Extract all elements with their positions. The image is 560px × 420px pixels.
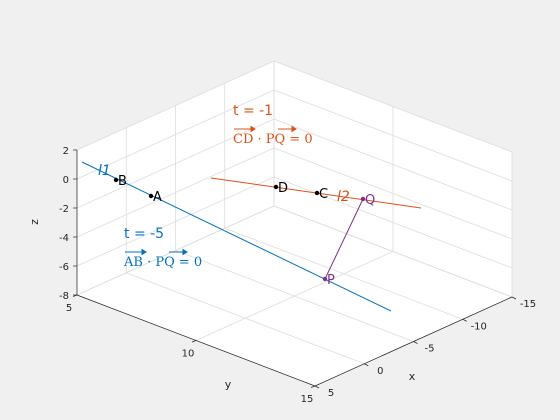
point-p-marker — [322, 276, 328, 282]
y-tick-mark — [310, 385, 316, 388]
point-d-label: D — [278, 181, 288, 196]
x-tick-mark — [314, 385, 320, 389]
vector-arrows-cd-pq — [234, 125, 297, 133]
point-c-label: C — [319, 187, 328, 202]
point-p-label: P — [327, 273, 335, 288]
x-tick-mark — [511, 296, 517, 300]
grid-z-wall-x — [273, 147, 513, 240]
grid-z-wall-x — [273, 205, 513, 298]
x-tick-mark — [462, 318, 467, 322]
grid-z-wall-y — [76, 118, 275, 209]
point-a-label: A — [153, 190, 162, 205]
point-c-marker — [314, 190, 320, 196]
line-l1-label: l1 — [98, 163, 111, 179]
z-tick-label: -8 — [59, 291, 69, 302]
point-b-marker — [113, 177, 119, 183]
point-b-label: B — [118, 174, 127, 189]
equation-cd-pq-text: CD · PQ = 0 — [233, 132, 313, 147]
z-tick-label: -6 — [59, 262, 69, 273]
grid-z-wall-x — [273, 118, 513, 211]
z-tick-label: 2 — [63, 146, 69, 157]
x-tick-mark — [413, 341, 418, 344]
x-tick-mark — [364, 363, 369, 367]
grid-z-wall-y — [76, 176, 275, 267]
point-d-marker — [273, 184, 279, 190]
y-tick-mark — [191, 340, 197, 343]
equation-ab-pq: AB · PQ = 0 — [123, 248, 202, 270]
x-tick-label: -15 — [520, 299, 536, 310]
line-pq — [324, 198, 364, 280]
z-axis-label: z — [28, 219, 41, 225]
x-tick-label: 0 — [377, 366, 383, 377]
grid-z-wall-y — [76, 60, 275, 151]
z-tick-label: 0 — [63, 175, 69, 186]
plot-points: A B C D P Q — [113, 174, 375, 288]
grid-z-wall-y — [76, 205, 275, 296]
equation-ab-pq-text: AB · PQ = 0 — [123, 255, 202, 270]
y-tick-label: 5 — [66, 303, 72, 314]
y-tick-label: 10 — [182, 349, 195, 360]
equation-cd-pq: CD · PQ = 0 — [233, 125, 313, 147]
z-tick-label: -2 — [59, 204, 69, 215]
point-a-marker — [148, 193, 154, 199]
x-tick-label: -5 — [425, 344, 435, 355]
grid-z-wall-y — [76, 147, 275, 238]
point-q-marker — [360, 196, 366, 202]
point-q-label: Q — [365, 193, 375, 208]
grid-z-wall-x — [273, 60, 513, 153]
z-tick-label: -4 — [59, 233, 69, 244]
vector-arrows-ab-pq — [125, 248, 188, 256]
grid-z-wall-x — [273, 89, 513, 182]
x-tick-label: -10 — [471, 321, 487, 332]
x-axis-label: x — [409, 370, 416, 383]
grid-z-wall-y — [76, 89, 275, 180]
grid-y-floor — [195, 251, 394, 341]
y-axis-label: y — [225, 378, 232, 391]
y-tick-label: 15 — [301, 394, 314, 405]
line-l2-label: l2 — [337, 189, 350, 205]
x-tick-label: 5 — [328, 388, 334, 399]
line-l1 — [81, 161, 392, 312]
t-value-ab: t = -5 — [124, 226, 164, 242]
t-value-cd: t = -1 — [233, 103, 273, 119]
